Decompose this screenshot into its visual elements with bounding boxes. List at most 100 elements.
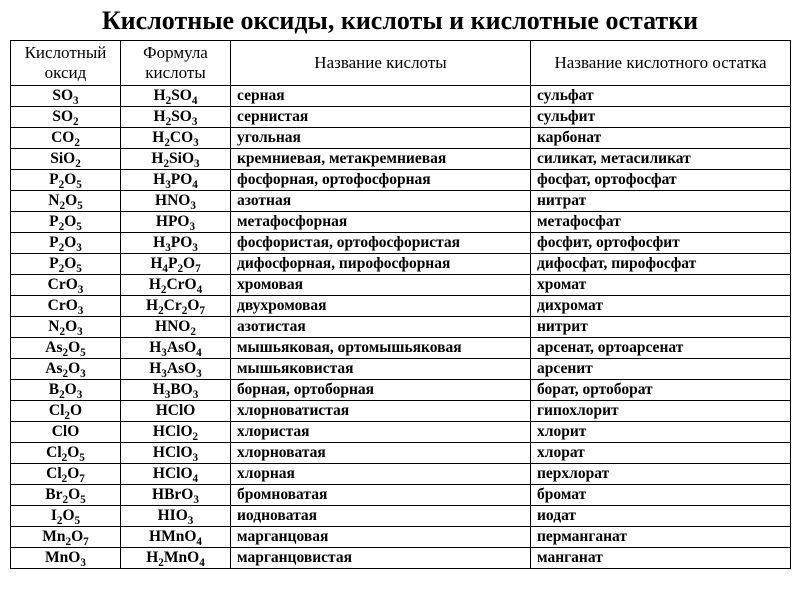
- cell-acid: HClO2: [121, 422, 231, 443]
- table-row: Br2O5HBrO3бромноватаябромат: [11, 485, 791, 506]
- cell-acidname: иодноватая: [231, 506, 531, 527]
- cell-oxide: Mn2O7: [11, 527, 121, 548]
- cell-residue: манганат: [531, 548, 791, 569]
- cell-oxide: Cl2O5: [11, 443, 121, 464]
- cell-acidname: фосфористая, ортофосфористая: [231, 233, 531, 254]
- cell-acidname: фосфорная, ортофосфорная: [231, 170, 531, 191]
- cell-oxide: SiO2: [11, 149, 121, 170]
- cell-oxide: I2O5: [11, 506, 121, 527]
- table-row: SO3H2SO4сернаясульфат: [11, 86, 791, 107]
- table-row: Mn2O7HMnO4марганцоваяперманганат: [11, 527, 791, 548]
- cell-residue: карбонат: [531, 128, 791, 149]
- table-row: SO2H2SO3сернистаясульфит: [11, 107, 791, 128]
- cell-acidname: хромовая: [231, 275, 531, 296]
- cell-residue: дифосфат, пирофосфат: [531, 254, 791, 275]
- cell-residue: борат, ортоборат: [531, 380, 791, 401]
- cell-residue: силикат, метасиликат: [531, 149, 791, 170]
- cell-acid: H2SO3: [121, 107, 231, 128]
- cell-acid: HNO2: [121, 317, 231, 338]
- table-row: CrO3H2Cr2O7двухромоваядихромат: [11, 296, 791, 317]
- cell-acid: H2CrO4: [121, 275, 231, 296]
- cell-acid: H4P2O7: [121, 254, 231, 275]
- cell-acidname: хлористая: [231, 422, 531, 443]
- cell-acid: H2SiO3: [121, 149, 231, 170]
- cell-residue: перманганат: [531, 527, 791, 548]
- cell-acid: HClO3: [121, 443, 231, 464]
- cell-residue: сульфит: [531, 107, 791, 128]
- cell-acid: H3BO3: [121, 380, 231, 401]
- cell-oxide: MnO3: [11, 548, 121, 569]
- cell-oxide: B2O3: [11, 380, 121, 401]
- cell-residue: хлорит: [531, 422, 791, 443]
- cell-oxide: P2O5: [11, 170, 121, 191]
- page-title: Кислотные оксиды, кислоты и кислотные ос…: [10, 6, 790, 36]
- cell-acid: H2MnO4: [121, 548, 231, 569]
- cell-oxide: Br2O5: [11, 485, 121, 506]
- table-header: Кислотный оксид Формула кислоты Название…: [11, 41, 791, 86]
- cell-oxide: CrO3: [11, 296, 121, 317]
- cell-residue: нитрит: [531, 317, 791, 338]
- table-row: P2O5HPO3метафосфорнаяметафосфат: [11, 212, 791, 233]
- table-row: N2O5HNO3азотнаянитрат: [11, 191, 791, 212]
- cell-acidname: мышьяковистая: [231, 359, 531, 380]
- header-residue: Название кислотного остатка: [531, 41, 791, 86]
- cell-oxide: P2O5: [11, 212, 121, 233]
- cell-acid: HClO: [121, 401, 231, 422]
- cell-acid: H2SO4: [121, 86, 231, 107]
- cell-acid: HIO3: [121, 506, 231, 527]
- cell-acidname: марганцовистая: [231, 548, 531, 569]
- cell-acidname: двухромовая: [231, 296, 531, 317]
- table-body: SO3H2SO4сернаясульфатSO2H2SO3сернистаясу…: [11, 86, 791, 569]
- cell-acidname: дифосфорная, пирофосфорная: [231, 254, 531, 275]
- cell-oxide: SO2: [11, 107, 121, 128]
- cell-residue: нитрат: [531, 191, 791, 212]
- table-row: I2O5HIO3иодноватаяиодат: [11, 506, 791, 527]
- table-row: P2O5H3PO4фосфорная, ортофосфорнаяфосфат,…: [11, 170, 791, 191]
- cell-residue: фосфит, ортофосфит: [531, 233, 791, 254]
- cell-acid: H3PO4: [121, 170, 231, 191]
- cell-oxide: Cl2O7: [11, 464, 121, 485]
- cell-residue: арсенат, ортоарсенат: [531, 338, 791, 359]
- cell-acidname: хлорноватистая: [231, 401, 531, 422]
- cell-residue: хлорат: [531, 443, 791, 464]
- cell-oxide: As2O5: [11, 338, 121, 359]
- cell-oxide: N2O3: [11, 317, 121, 338]
- cell-acidname: хлорноватая: [231, 443, 531, 464]
- cell-oxide: ClO: [11, 422, 121, 443]
- cell-acidname: мышьяковая, ортомышьяковая: [231, 338, 531, 359]
- cell-acid: H3PO3: [121, 233, 231, 254]
- table-row: Cl2O5HClO3хлорноватаяхлорат: [11, 443, 791, 464]
- cell-acidname: бромноватая: [231, 485, 531, 506]
- cell-acidname: хлорная: [231, 464, 531, 485]
- cell-residue: метафосфат: [531, 212, 791, 233]
- cell-oxide: CO2: [11, 128, 121, 149]
- table-row: P2O5H4P2O7дифосфорная, пирофосфорнаядифо…: [11, 254, 791, 275]
- cell-acidname: азотная: [231, 191, 531, 212]
- table-row: Cl2OHClOхлорноватистаягипохлорит: [11, 401, 791, 422]
- cell-residue: дихромат: [531, 296, 791, 317]
- table-row: Cl2O7HClO4хлорнаяперхлорат: [11, 464, 791, 485]
- table-row: B2O3H3BO3борная, ортоборнаяборат, ортобо…: [11, 380, 791, 401]
- cell-acid: HNO3: [121, 191, 231, 212]
- cell-residue: арсенит: [531, 359, 791, 380]
- cell-acidname: угольная: [231, 128, 531, 149]
- cell-oxide: CrO3: [11, 275, 121, 296]
- cell-residue: перхлорат: [531, 464, 791, 485]
- cell-oxide: N2O5: [11, 191, 121, 212]
- cell-oxide: P2O3: [11, 233, 121, 254]
- cell-acid: H3AsO4: [121, 338, 231, 359]
- cell-oxide: SO3: [11, 86, 121, 107]
- cell-acidname: метафосфорная: [231, 212, 531, 233]
- cell-residue: гипохлорит: [531, 401, 791, 422]
- cell-oxide: As2O3: [11, 359, 121, 380]
- cell-oxide: P2O5: [11, 254, 121, 275]
- page: Кислотные оксиды, кислоты и кислотные ос…: [0, 0, 800, 600]
- cell-acid: H3AsO3: [121, 359, 231, 380]
- cell-acidname: борная, ортоборная: [231, 380, 531, 401]
- table-row: CO2H2CO3угольнаякарбонат: [11, 128, 791, 149]
- cell-acidname: серная: [231, 86, 531, 107]
- cell-residue: бромат: [531, 485, 791, 506]
- cell-acidname: марганцовая: [231, 527, 531, 548]
- cell-acidname: кремниевая, метакремниевая: [231, 149, 531, 170]
- table-row: SiO2H2SiO3кремниевая, метакремниеваясили…: [11, 149, 791, 170]
